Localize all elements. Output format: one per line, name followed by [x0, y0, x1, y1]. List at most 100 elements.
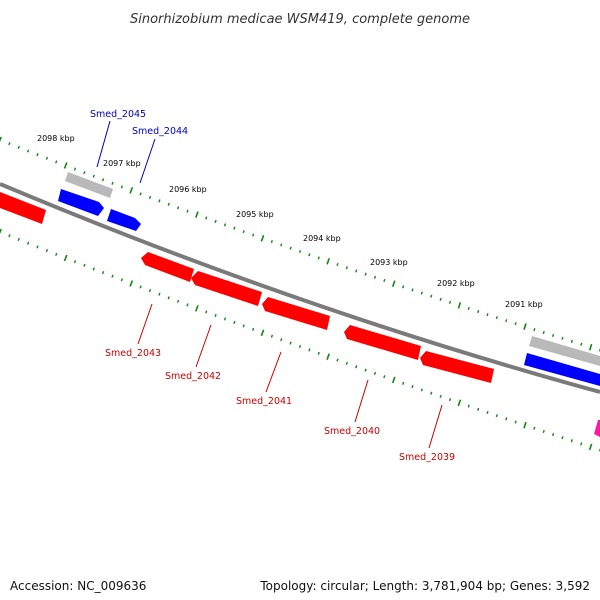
outer-tick-47 [439, 297, 442, 301]
outer-tick-42 [391, 280, 396, 287]
rna-feature-block[interactable] [65, 172, 113, 198]
outer-tick-24 [223, 223, 227, 227]
gene-label-smed-2044[interactable]: Smed_2044 [132, 126, 188, 137]
outer-tick-18 [167, 202, 170, 206]
inner-tick-16 [148, 289, 152, 293]
inner-tick-63 [588, 443, 593, 451]
inner-tick-20 [186, 303, 189, 307]
inner-tick-59 [552, 432, 555, 437]
callout-smed-2042 [195, 324, 212, 368]
gene-smed-2045[interactable] [58, 189, 104, 216]
inner-tick-50 [467, 404, 470, 408]
outer-tick-26 [242, 230, 245, 234]
inner-tick-62 [580, 442, 583, 446]
outer-tick-30 [280, 243, 283, 247]
inner-tick-6 [55, 252, 58, 256]
outer-tick-38 [355, 269, 358, 273]
outer-tick-16 [148, 195, 152, 199]
inner-tick-24 [223, 317, 227, 321]
inner-tick-58 [542, 429, 545, 434]
gene-label-smed-2040[interactable]: Smed_2040 [324, 426, 380, 437]
gene-smed-2040[interactable] [344, 325, 421, 360]
inner-tick-48 [448, 398, 452, 402]
callout-smed-2043 [137, 303, 153, 345]
inner-tick-13 [120, 278, 124, 282]
outer-tick-25 [233, 226, 236, 230]
inner-tick-1 [8, 234, 11, 238]
inner-tick-15 [139, 285, 142, 289]
inner-tick-25 [233, 320, 236, 324]
rna-feature-block-right[interactable] [529, 336, 600, 366]
gene-labels: Smed_2045 Smed_2044 Smed_2043 Smed_2042 … [90, 109, 455, 463]
outer-tick-29 [270, 240, 273, 244]
plus-strand-features [58, 172, 600, 386]
gene-smed-2043[interactable] [141, 252, 194, 282]
outer-tick-8 [73, 167, 77, 171]
gene-smed-2042[interactable] [191, 271, 262, 306]
outer-tick-32 [298, 249, 302, 254]
plus-gene-right[interactable] [524, 353, 600, 386]
outer-tick-46 [430, 294, 433, 298]
inner-tick-29 [270, 334, 274, 338]
inner-tick-53 [495, 414, 498, 418]
inner-tick-31 [289, 341, 292, 345]
minus-gene-left-edge[interactable] [0, 192, 46, 224]
accession-text: Accession: NC_009636 [10, 579, 147, 593]
gene-callout-lines [96, 120, 443, 449]
outer-tick-27 [252, 233, 255, 237]
inner-tick-57 [533, 426, 536, 430]
gene-label-smed-2043[interactable]: Smed_2043 [105, 348, 161, 359]
tick-label-2098: 2098 kbp [37, 134, 75, 143]
gene-smed-2041[interactable] [262, 297, 330, 330]
tick-label-2096: 2096 kbp [169, 185, 207, 194]
outer-tick-54 [505, 319, 508, 323]
gene-label-smed-2039[interactable]: Smed_2039 [399, 452, 455, 463]
outer-tick-43 [402, 285, 405, 289]
tick-label-2092: 2092 kbp [437, 279, 475, 288]
inner-tick-18 [167, 296, 170, 300]
inner-tick-12 [111, 274, 114, 278]
gene-label-smed-2045[interactable]: Smed_2045 [90, 109, 146, 120]
outer-tick-5 [45, 156, 49, 160]
outer-tick-11 [101, 178, 105, 182]
outer-tick-51 [477, 309, 480, 314]
inner-tick-52 [486, 410, 489, 415]
gene-label-smed-2041[interactable]: Smed_2041 [236, 396, 292, 407]
gene-label-smed-2042[interactable]: Smed_2042 [165, 371, 221, 382]
inner-tick-37 [345, 361, 348, 365]
outer-tick-0 [0, 136, 2, 143]
inner-tick-39 [364, 368, 367, 372]
inner-tick-5 [45, 249, 49, 253]
outer-tick-28 [260, 235, 265, 242]
inner-tick-34 [317, 351, 320, 355]
inner-tick-46 [430, 391, 433, 395]
inner-tick-45 [420, 388, 423, 392]
outer-tick-2 [17, 145, 20, 149]
inner-tick-4 [36, 245, 39, 249]
inner-tick-36 [336, 358, 339, 362]
other-feature-right[interactable] [594, 420, 600, 437]
outer-tick-37 [345, 266, 348, 270]
outer-tick-41 [383, 278, 386, 283]
inner-tick-11 [101, 271, 105, 275]
outer-tick-33 [308, 253, 311, 257]
outer-tick-31 [289, 246, 292, 250]
inner-tick-27 [251, 327, 255, 331]
gene-smed-2044[interactable] [107, 209, 141, 231]
outer-tick-3 [26, 149, 30, 153]
outer-tick-62 [580, 342, 583, 346]
callout-smed-2040 [354, 379, 369, 423]
outer-tick-9 [83, 171, 86, 175]
inner-tick-32 [298, 344, 302, 349]
gene-smed-2039[interactable] [420, 351, 494, 383]
tick-label-2097: 2097 kbp [103, 159, 141, 168]
tick-label-2094: 2094 kbp [303, 234, 341, 243]
outer-tick-58 [542, 330, 545, 335]
genome-backbone [0, 182, 600, 394]
inner-tick-ring [0, 228, 600, 452]
outer-tick-19 [176, 206, 180, 210]
inner-tick-10 [92, 267, 95, 271]
outer-tick-49 [457, 302, 462, 309]
outer-tick-63 [588, 343, 593, 351]
